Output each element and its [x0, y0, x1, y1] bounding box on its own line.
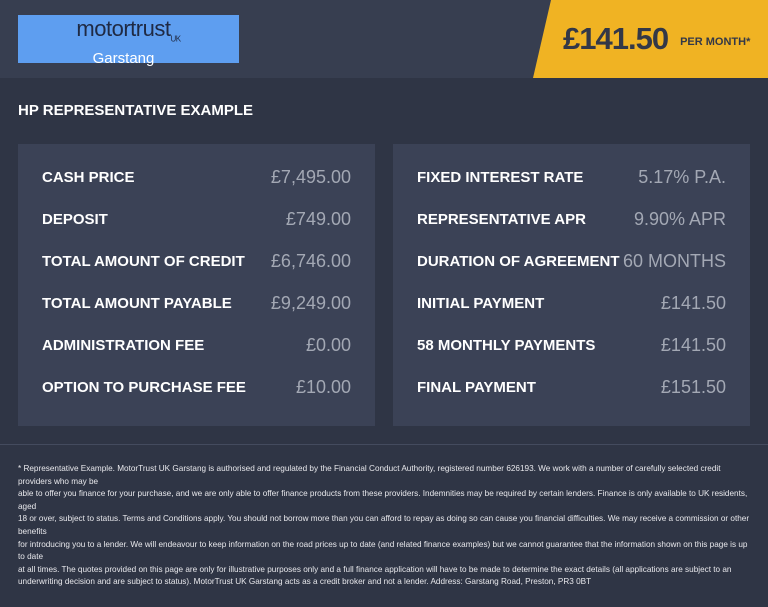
row-label: REPRESENTATIVE APR [417, 210, 586, 228]
finance-row: ADMINISTRATION FEE £0.00 [42, 324, 351, 366]
row-label: INITIAL PAYMENT [417, 294, 545, 312]
row-label: DURATION OF AGREEMENT [417, 252, 620, 270]
disclaimer-line: at all times. The quotes provided on thi… [18, 564, 732, 574]
row-value: £7,495.00 [270, 166, 351, 187]
finance-row: DURATION OF AGREEMENT 60 MONTHS [417, 240, 726, 282]
row-label: TOTAL AMOUNT PAYABLE [42, 294, 232, 312]
monthly-price-banner: £141.50 PER MONTH* [533, 0, 768, 78]
monthly-price: £141.50 [563, 21, 669, 56]
row-label: 58 MONTHLY PAYMENTS [417, 336, 596, 354]
row-label: OPTION TO PURCHASE FEE [42, 378, 246, 396]
right-panel: FIXED INTEREST RATE 5.17% P.A. REPRESENTAT… [393, 144, 750, 426]
finance-row: REPRESENTATIVE APR 9.90% APR [417, 198, 726, 240]
row-value: £0.00 [305, 334, 351, 355]
logo-brand: motortrust [76, 16, 171, 41]
finance-row: INITIAL PAYMENT £141.50 [417, 282, 726, 324]
row-value: £6,746.00 [270, 250, 351, 271]
disclaimer: * Representative Example. MotorTrust UK … [0, 444, 768, 607]
row-label: FIXED INTEREST RATE [417, 168, 584, 186]
section-title: HP REPRESENTATIVE EXAMPLE [18, 102, 254, 119]
row-value: £9,249.00 [270, 292, 351, 313]
row-value: £151.50 [660, 376, 726, 397]
row-value: £141.50 [660, 334, 726, 355]
disclaimer-line: * Representative Example. MotorTrust UK … [18, 464, 721, 486]
row-label: TOTAL AMOUNT OF CREDIT [42, 252, 245, 270]
finance-row: CASH PRICE £7,495.00 [42, 156, 351, 198]
finance-row: TOTAL AMOUNT PAYABLE £9,249.00 [42, 282, 351, 324]
row-value: 9.90% APR [633, 208, 726, 229]
logo[interactable]: motortrustUK Garstang [18, 15, 239, 67]
row-value: £10.00 [295, 376, 351, 397]
finance-row: FINAL PAYMENT £151.50 [417, 366, 726, 408]
row-label: DEPOSIT [42, 210, 108, 228]
row-value: 60 MONTHS [622, 250, 726, 271]
row-value: £749.00 [285, 208, 351, 229]
finance-row: TOTAL AMOUNT OF CREDIT £6,746.00 [42, 240, 351, 282]
finance-row: FIXED INTEREST RATE 5.17% P.A. [417, 156, 726, 198]
disclaimer-line: underwriting decision and are subject to… [18, 577, 592, 587]
left-panel: CASH PRICE £7,495.00 DEPOSIT £749.00 TOTAL A… [18, 144, 375, 426]
disclaimer-line: 18 or over, subject to status. Terms and… [18, 514, 750, 536]
finance-row: 58 MONTHLY PAYMENTS £141.50 [417, 324, 726, 366]
logo-location: Garstang [92, 50, 155, 68]
disclaimer-line: for introducing you to a lender. We will… [18, 539, 748, 562]
logo-suffix: UK [170, 34, 181, 44]
row-value: £141.50 [660, 292, 726, 313]
row-label: CASH PRICE [42, 168, 135, 186]
finance-row: OPTION TO PURCHASE FEE £10.00 [42, 366, 351, 408]
row-label: ADMINISTRATION FEE [42, 336, 205, 354]
row-label: FINAL PAYMENT [417, 378, 536, 396]
per-month-label: PER MONTH* [680, 36, 751, 48]
header-bar: motortrustUK Garstang £141.50 PER MONTH* [0, 0, 768, 78]
disclaimer-line: able to offer you finance for your purch… [18, 489, 748, 511]
row-value: 5.17% P.A. [638, 166, 726, 187]
finance-row: DEPOSIT £749.00 [42, 198, 351, 240]
